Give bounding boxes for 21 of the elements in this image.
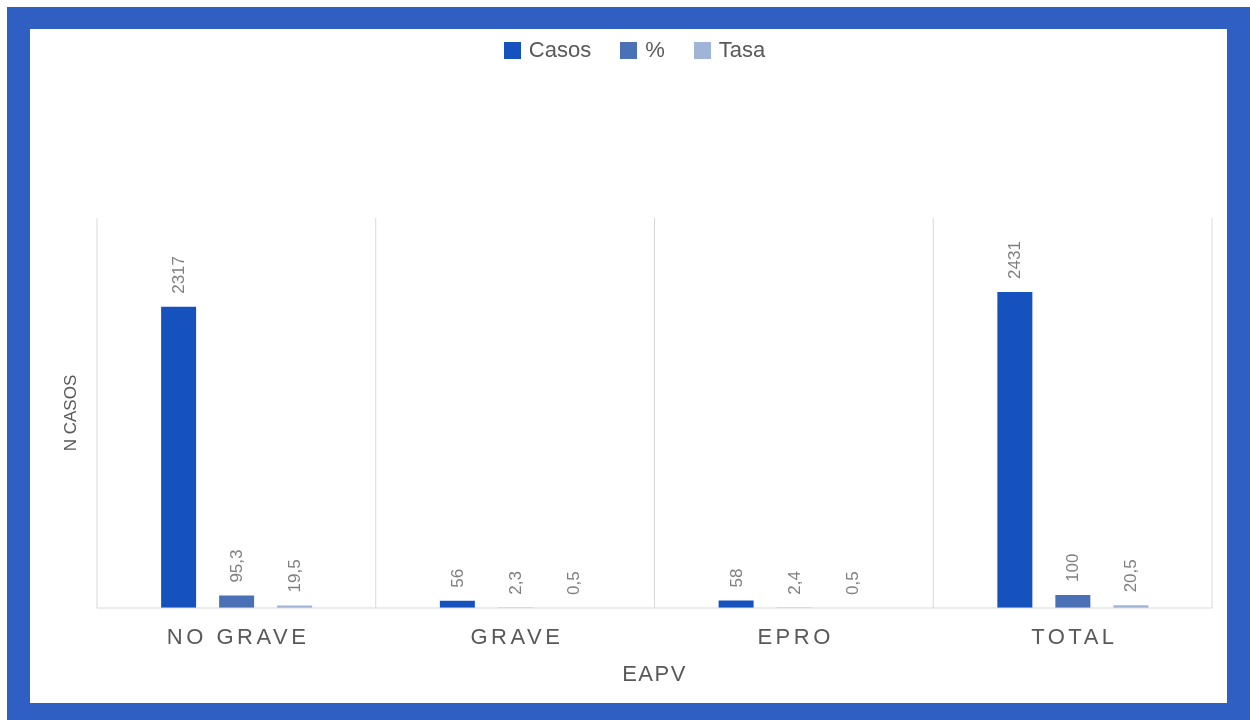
data-label: 2,3 (505, 571, 525, 595)
data-label: 0,5 (842, 571, 862, 595)
data-label: 100 (1063, 553, 1083, 582)
x-axis-title: EAPV (622, 660, 687, 686)
data-label: 58 (726, 568, 746, 588)
data-label: 20,5 (1121, 559, 1141, 593)
data-label: 2,4 (784, 571, 804, 595)
x-tick-label: EPRO (757, 623, 834, 649)
y-axis-title: N CASOS (60, 374, 80, 452)
legend-label: Tasa (718, 37, 766, 63)
legend-label: Casos (528, 37, 592, 63)
data-label: 95,3 (227, 549, 247, 583)
data-label: 2431 (1005, 241, 1025, 279)
x-tick-label: TOTAL (1031, 623, 1118, 649)
x-tick-label: NO GRAVE (166, 623, 310, 649)
data-label: 2317 (169, 255, 189, 294)
data-label: 0,5 (563, 571, 583, 595)
legend-label: % (645, 37, 665, 63)
x-tick-label: GRAVE (470, 623, 564, 649)
data-label: 19,5 (285, 559, 305, 593)
data-label: 56 (447, 568, 467, 588)
